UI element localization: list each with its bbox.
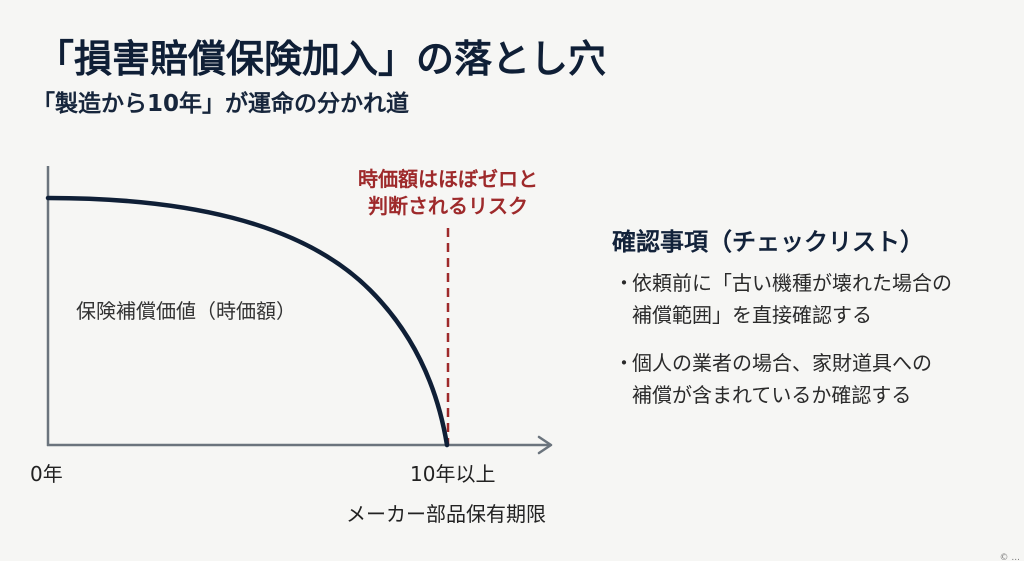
series-label: 保険補償価値（時価額） bbox=[76, 299, 296, 323]
risk-annotation-line1: 時価額はほぼゼロと bbox=[358, 167, 538, 191]
checklist-item: ・ 個人の業者の場合、家財道具への 補償が含まれているか確認する bbox=[612, 347, 1012, 411]
bullet-icon: ・ bbox=[614, 271, 634, 295]
checklist-item-line2: 補償が含まれているか確認する bbox=[632, 383, 912, 407]
checklist-item: ・ 依頼前に「古い機種が壊れた場合の 補償範囲」を直接確認する bbox=[612, 267, 1012, 331]
risk-annotation-line2: 判断されるリスク bbox=[368, 194, 528, 218]
risk-annotation: 時価額はほぼゼロと 判断されるリスク bbox=[330, 166, 566, 220]
page-title: 「損害賠償保険加入」の落とし穴 bbox=[36, 37, 607, 81]
watermark: © ... bbox=[999, 553, 1020, 561]
page-subtitle: 「製造から10年」が運命の分かれ道 bbox=[32, 91, 410, 117]
checklist-title: 確認事項（チェックリスト） bbox=[612, 228, 924, 256]
checklist-item-line1: 個人の業者の場合、家財道具への bbox=[632, 351, 932, 375]
x-axis-arrow-icon bbox=[537, 435, 553, 455]
checklist-panel: 確認事項（チェックリスト） ・ 依頼前に「古い機種が壊れた場合の 補償範囲」を直… bbox=[612, 222, 1012, 427]
value-curve bbox=[45, 195, 450, 448]
x-axis-label: メーカー部品保有期限 bbox=[346, 502, 546, 526]
checklist-item-line1: 依頼前に「古い機種が壊れた場合の bbox=[632, 271, 952, 295]
x-tick-end: 10年以上 bbox=[410, 462, 496, 486]
x-tick-start: 0年 bbox=[30, 462, 63, 486]
checklist-list: ・ 依頼前に「古い機種が壊れた場合の 補償範囲」を直接確認する ・ 個人の業者の… bbox=[612, 267, 1012, 411]
checklist-item-line2: 補償範囲」を直接確認する bbox=[632, 303, 872, 327]
bullet-icon: ・ bbox=[614, 351, 634, 375]
